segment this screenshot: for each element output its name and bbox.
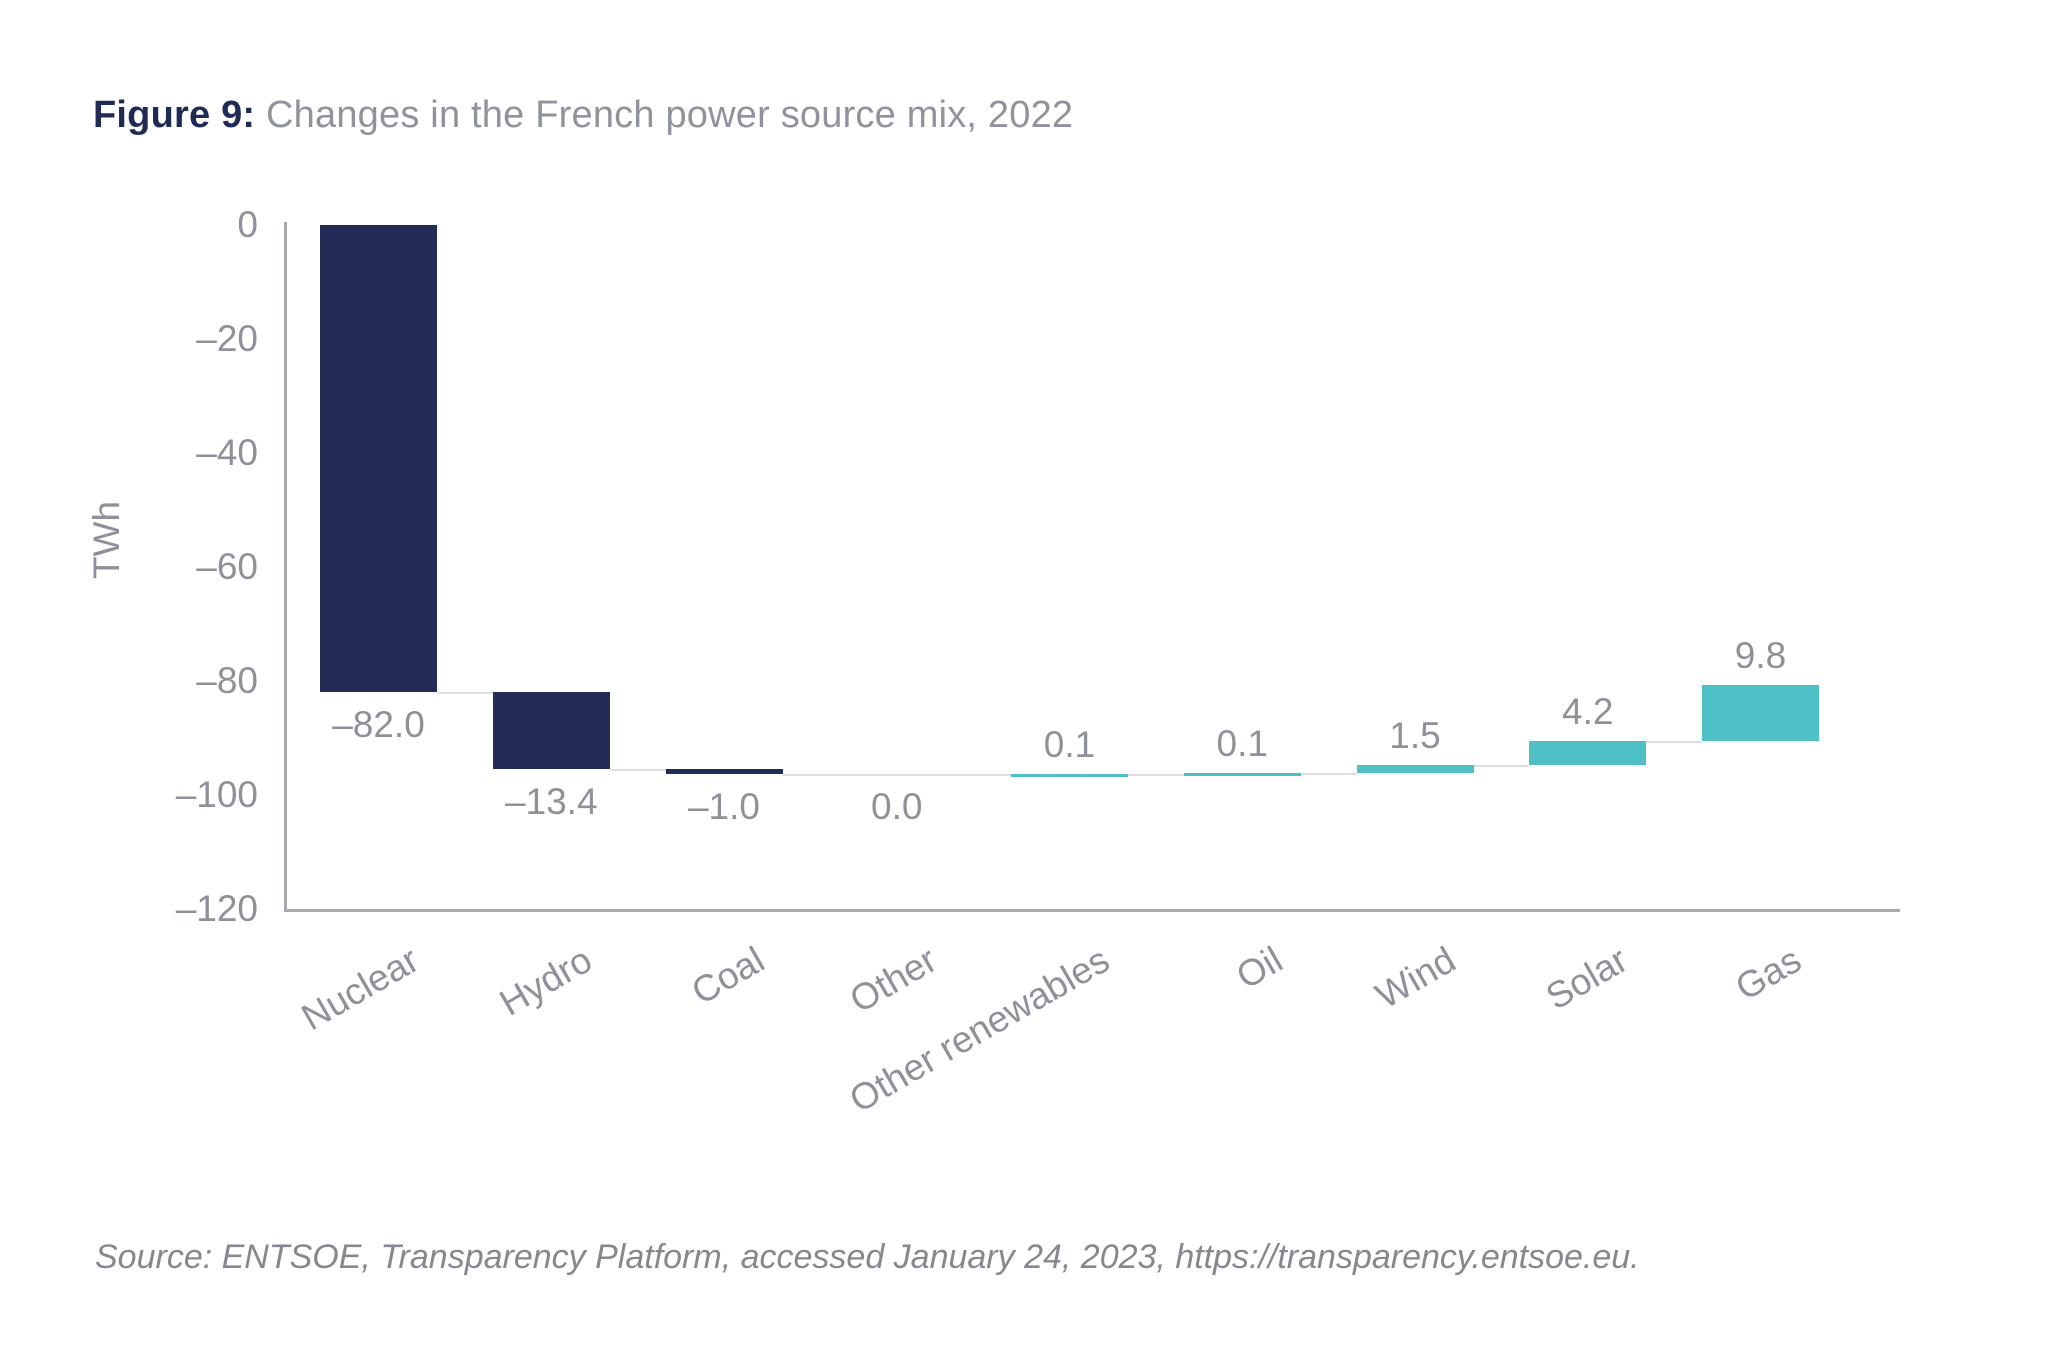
bar-positive xyxy=(1011,773,1128,777)
bar-positive xyxy=(1702,684,1819,741)
connector-line xyxy=(1646,740,1702,743)
bar-negative xyxy=(320,225,437,693)
bar-positive xyxy=(1183,773,1301,777)
connector-line xyxy=(782,774,839,777)
connector-line xyxy=(1128,773,1184,776)
connector-line xyxy=(1300,773,1357,776)
y-tick-label: 0 xyxy=(237,204,258,245)
figure-caption: Changes in the French power source mix, … xyxy=(266,94,1074,136)
category-label: Nuclear xyxy=(294,938,426,1039)
bar-value-label: 9.8 xyxy=(1734,634,1787,676)
bar-value-label: 0.0 xyxy=(871,786,923,828)
y-tick-label: –60 xyxy=(196,546,258,587)
y-axis-line xyxy=(284,222,287,909)
y-tick-label: –80 xyxy=(196,660,258,701)
bar-value-label: 4.2 xyxy=(1562,690,1614,732)
connector-line xyxy=(437,692,493,695)
category-label: Solar xyxy=(1539,938,1635,1018)
category-label: Gas xyxy=(1728,938,1808,1009)
bar-value-label: 0.1 xyxy=(1043,723,1096,765)
bar-positive xyxy=(1529,740,1647,765)
figure-title: Figure 9: Changes in the French power so… xyxy=(93,94,1073,137)
bar-positive xyxy=(1356,764,1474,774)
y-tick-label: –40 xyxy=(196,432,258,473)
figure-number: Figure 9: xyxy=(93,94,256,136)
category-label: Other xyxy=(843,938,944,1021)
category-label: Coal xyxy=(684,938,771,1013)
x-axis-line xyxy=(284,909,1900,912)
bar-value-label: –82.0 xyxy=(332,704,425,746)
category-label: Wind xyxy=(1368,938,1462,1017)
bar-value-label: –1.0 xyxy=(687,786,760,828)
category-label: Oil xyxy=(1229,938,1290,997)
source-note: Source: ENTSOE, Transparency Platform, a… xyxy=(95,1238,1640,1276)
connector-line xyxy=(955,774,1011,777)
bar-value-label: 0.1 xyxy=(1216,723,1268,765)
bar-negative xyxy=(492,692,610,769)
y-tick-label: –20 xyxy=(196,318,258,359)
y-axis-title: TWh xyxy=(86,500,127,580)
connector-line xyxy=(609,768,666,771)
connector-line xyxy=(1473,764,1530,767)
bar-value-label: 1.5 xyxy=(1389,714,1441,756)
y-tick-label: –100 xyxy=(175,774,258,815)
y-tick-label: –120 xyxy=(175,888,258,929)
zero-bar-line xyxy=(838,774,956,777)
bar-value-label: –13.4 xyxy=(504,780,598,822)
bar-negative xyxy=(665,768,783,775)
category-label: Hydro xyxy=(492,938,599,1024)
